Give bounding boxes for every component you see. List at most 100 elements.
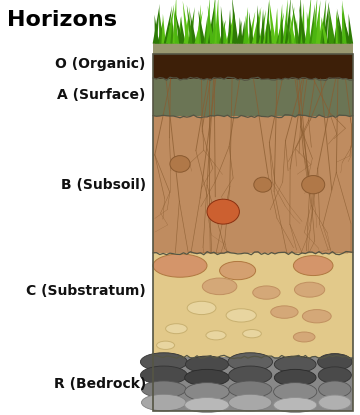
Polygon shape [230, 12, 234, 44]
Polygon shape [336, 11, 340, 44]
Polygon shape [285, 0, 291, 44]
Polygon shape [241, 20, 245, 44]
Polygon shape [320, 0, 326, 44]
Text: A (Surface): A (Surface) [58, 88, 146, 103]
Polygon shape [283, 0, 288, 44]
Polygon shape [316, 5, 320, 44]
Polygon shape [269, 0, 276, 44]
Polygon shape [287, 7, 294, 44]
Ellipse shape [141, 381, 186, 398]
Polygon shape [237, 21, 242, 44]
Polygon shape [274, 8, 278, 44]
Ellipse shape [319, 395, 351, 410]
Polygon shape [327, 15, 331, 44]
Polygon shape [190, 12, 197, 44]
Polygon shape [300, 3, 305, 44]
Polygon shape [305, 0, 311, 44]
Ellipse shape [293, 332, 315, 342]
Ellipse shape [253, 286, 280, 299]
Polygon shape [309, 4, 315, 44]
Ellipse shape [206, 331, 226, 340]
Ellipse shape [229, 381, 272, 398]
Ellipse shape [226, 309, 256, 322]
Ellipse shape [202, 278, 237, 295]
Polygon shape [208, 0, 216, 44]
Ellipse shape [319, 381, 351, 398]
Polygon shape [342, 5, 347, 44]
Ellipse shape [274, 383, 317, 401]
Ellipse shape [157, 341, 175, 349]
Text: R (Bedrock): R (Bedrock) [54, 377, 146, 391]
Polygon shape [298, 0, 302, 44]
Ellipse shape [302, 176, 325, 194]
Text: C (Substratum): C (Substratum) [26, 283, 146, 298]
Polygon shape [154, 15, 159, 44]
Polygon shape [276, 12, 284, 44]
Polygon shape [203, 15, 208, 44]
Polygon shape [188, 7, 195, 44]
Polygon shape [212, 0, 216, 44]
Polygon shape [323, 1, 329, 44]
Polygon shape [187, 5, 194, 44]
Polygon shape [328, 3, 336, 44]
Polygon shape [153, 4, 160, 44]
Ellipse shape [229, 394, 272, 411]
Polygon shape [278, 4, 283, 44]
Ellipse shape [302, 310, 331, 323]
Ellipse shape [271, 306, 298, 318]
Polygon shape [208, 5, 214, 44]
Ellipse shape [187, 301, 216, 315]
Polygon shape [256, 5, 261, 44]
Ellipse shape [254, 177, 272, 192]
Polygon shape [294, 20, 298, 44]
Polygon shape [342, 0, 349, 44]
Ellipse shape [293, 256, 333, 276]
Polygon shape [321, 17, 329, 44]
Bar [153, 79, 353, 116]
Ellipse shape [229, 366, 272, 384]
Polygon shape [252, 9, 260, 44]
Polygon shape [197, 5, 201, 44]
Bar [153, 357, 353, 411]
Polygon shape [157, 21, 163, 44]
Polygon shape [199, 17, 203, 44]
Polygon shape [337, 8, 345, 44]
Ellipse shape [274, 369, 316, 386]
Bar [153, 54, 353, 411]
Polygon shape [343, 17, 351, 44]
Polygon shape [206, 0, 210, 44]
Polygon shape [159, 8, 163, 44]
Ellipse shape [318, 367, 351, 383]
Polygon shape [292, 2, 300, 44]
Polygon shape [290, 14, 296, 44]
Polygon shape [174, 7, 179, 44]
Polygon shape [164, 6, 172, 44]
Polygon shape [175, 11, 183, 44]
Polygon shape [311, 0, 317, 44]
Text: B (Subsoil): B (Subsoil) [61, 178, 146, 192]
Polygon shape [180, 17, 186, 44]
Polygon shape [232, 0, 239, 44]
Polygon shape [314, 0, 320, 44]
Ellipse shape [185, 356, 229, 373]
Ellipse shape [185, 398, 229, 413]
Polygon shape [198, 10, 206, 44]
Ellipse shape [170, 156, 190, 172]
Polygon shape [170, 20, 175, 44]
Ellipse shape [220, 261, 256, 280]
Ellipse shape [185, 369, 229, 386]
Polygon shape [328, 10, 333, 44]
Polygon shape [161, 14, 166, 44]
Polygon shape [268, 20, 274, 44]
Ellipse shape [166, 324, 187, 334]
Text: Horizons: Horizons [7, 10, 117, 30]
Polygon shape [219, 20, 226, 44]
Polygon shape [261, 9, 265, 44]
Ellipse shape [141, 394, 186, 411]
Polygon shape [172, 0, 177, 44]
Polygon shape [245, 15, 249, 44]
Polygon shape [267, 12, 271, 44]
Polygon shape [232, 11, 236, 44]
Ellipse shape [207, 199, 239, 224]
Ellipse shape [274, 398, 317, 413]
